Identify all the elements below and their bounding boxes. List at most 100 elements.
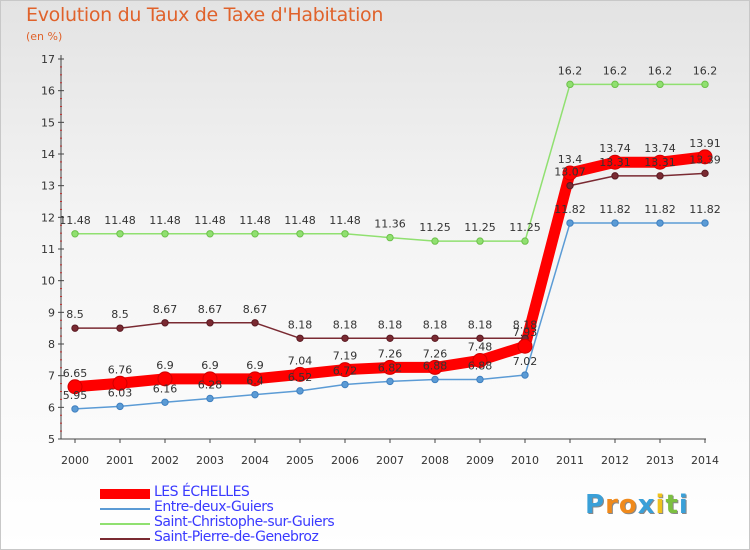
data-point (296, 387, 304, 395)
y-tick-label: 7 (48, 370, 55, 383)
data-label: 7.26 (378, 347, 403, 360)
data-label: 6.9 (201, 359, 219, 372)
data-label: 6.88 (468, 359, 493, 372)
data-label: 13.91 (689, 137, 721, 150)
data-point (251, 390, 259, 399)
data-label: 6.9 (246, 359, 264, 372)
data-label: 7.93 (513, 326, 538, 339)
data-label: 8.5 (66, 308, 84, 321)
data-point (386, 334, 394, 342)
x-tick-label: 2007 (376, 454, 404, 467)
x-tick-label: 2010 (511, 454, 539, 467)
data-label: 8.67 (243, 303, 268, 316)
data-label: 8.18 (423, 318, 448, 331)
y-tick-label: 13 (41, 180, 55, 193)
data-label: 11.48 (284, 214, 316, 227)
legend-label: Saint-Christophe-sur-Guiers (154, 514, 335, 530)
data-point (206, 394, 214, 403)
data-point (202, 371, 218, 387)
data-label: 11.25 (419, 221, 451, 234)
data-label: 11.82 (554, 203, 586, 216)
x-tick-label: 2005 (286, 454, 314, 467)
data-label: 5.95 (63, 389, 88, 402)
data-point (251, 319, 259, 327)
data-point (386, 233, 394, 242)
x-tick-label: 2012 (601, 454, 629, 467)
data-point (116, 324, 124, 332)
data-point (157, 371, 173, 387)
legend-label: LES ÉCHELLES (154, 484, 250, 500)
data-label: 11.48 (104, 214, 136, 227)
data-label: 13.31 (599, 156, 631, 169)
data-label: 6.16 (153, 382, 178, 395)
data-label: 13.74 (599, 142, 631, 155)
data-label: 11.48 (329, 214, 361, 227)
data-label: 7.48 (468, 340, 493, 353)
data-point (71, 230, 79, 238)
data-point (337, 362, 353, 378)
data-label: 16.2 (648, 64, 673, 77)
legend-swatch (100, 489, 150, 499)
logo-letter: P (585, 490, 606, 520)
x-tick-label: 2003 (196, 454, 224, 467)
data-label: 6.88 (423, 359, 448, 372)
data-label: 8.67 (153, 303, 178, 316)
series-points (67, 80, 713, 413)
data-label: 8.5 (111, 308, 129, 321)
data-label: 16.2 (558, 64, 583, 77)
y-tick-label: 10 (41, 275, 55, 288)
data-point (251, 230, 259, 238)
data-point (71, 405, 79, 413)
data-point (296, 334, 304, 342)
x-tick-label: 2009 (466, 454, 494, 467)
data-label: 13.07 (554, 166, 586, 179)
data-point (656, 219, 664, 227)
legend-label: Saint-Pierre-de-Genebroz (154, 529, 319, 545)
data-point (566, 181, 574, 190)
data-point (116, 230, 124, 238)
data-point (611, 80, 619, 89)
data-point (697, 149, 713, 165)
data-label: 13.39 (689, 153, 721, 166)
y-tick-label: 16 (41, 85, 55, 98)
data-label: 8.18 (378, 318, 403, 331)
data-point (431, 375, 439, 384)
data-point (652, 154, 668, 170)
data-point (562, 165, 578, 181)
x-tick-label: 2004 (241, 454, 269, 467)
legend-label: Entre-deux-Guiers (154, 499, 274, 515)
data-point (386, 377, 394, 386)
data-label: 8.18 (288, 318, 313, 331)
data-point (161, 230, 169, 238)
legend-swatch (100, 538, 150, 540)
data-point (341, 230, 349, 238)
data-label: 11.82 (644, 203, 676, 216)
proxiti-logo: Proxiti (585, 490, 689, 520)
y-tick-label: 9 (48, 306, 55, 319)
data-point (701, 80, 709, 89)
data-point (161, 398, 169, 406)
data-label: 6.03 (108, 386, 133, 399)
data-point (67, 379, 83, 395)
logo-letter: o (618, 490, 638, 520)
data-label: 6.9 (156, 359, 174, 372)
y-tick-label: 5 (48, 433, 55, 446)
y-tick-label: 15 (41, 116, 55, 129)
data-point (611, 219, 619, 227)
data-label: 7.02 (513, 355, 538, 368)
data-point (656, 172, 664, 180)
data-point (476, 375, 484, 384)
data-point (341, 334, 349, 342)
data-label: 8.18 (513, 318, 538, 331)
legend-swatch (100, 508, 150, 510)
y-tick-label: 6 (48, 401, 55, 414)
data-label: 11.48 (59, 214, 91, 227)
data-label: 8.18 (468, 318, 493, 331)
data-label: 13.31 (644, 156, 676, 169)
data-point (206, 230, 214, 238)
logo-letter: t (665, 490, 679, 520)
data-point (247, 371, 263, 387)
logo-letter: x (637, 490, 656, 520)
